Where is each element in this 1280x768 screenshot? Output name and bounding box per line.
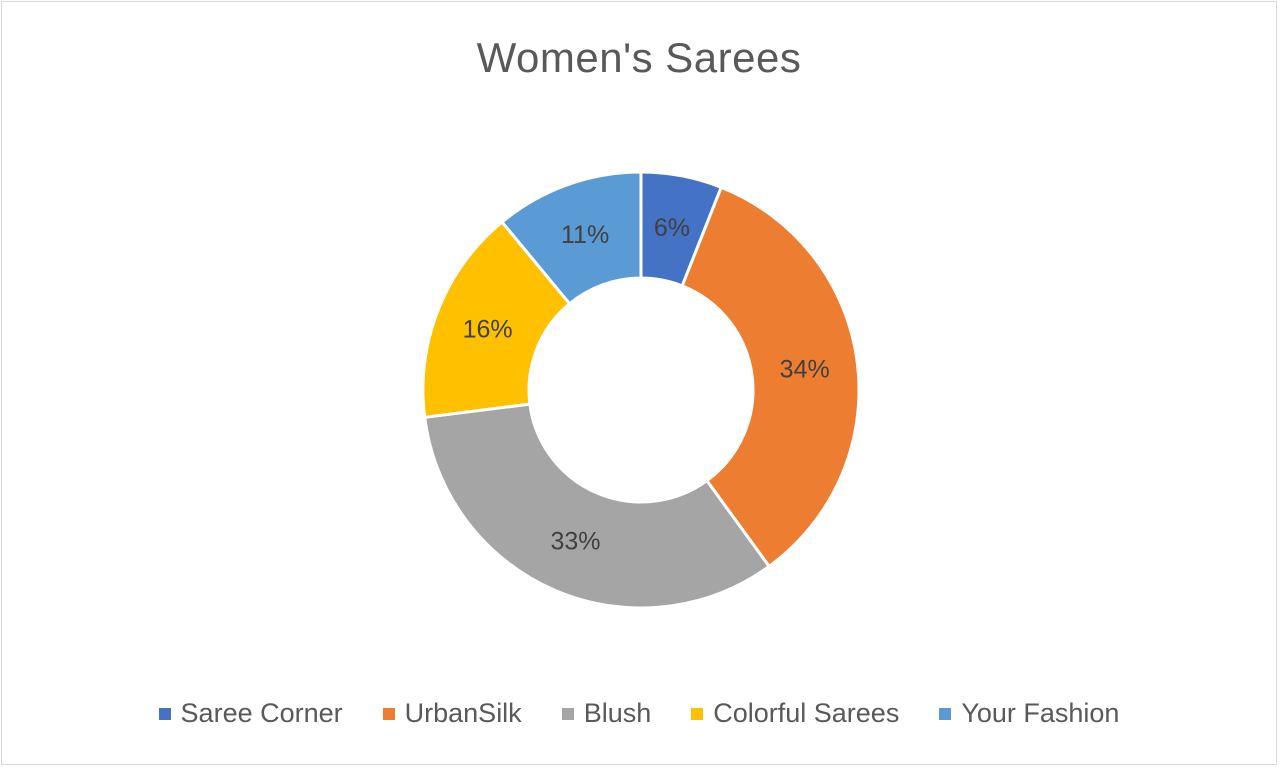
legend-swatch — [939, 707, 952, 720]
data-label-saree-corner: 6% — [654, 214, 690, 242]
legend-label: Saree Corner — [180, 698, 343, 728]
donut-slice-your-fashion — [499, 170, 643, 306]
legend-item-colorful-sarees: Colorful Sarees — [691, 698, 899, 729]
legend-item-blush: Blush — [561, 698, 652, 729]
legend-swatch — [561, 707, 574, 720]
legend-item-your-fashion: Your Fashion — [939, 698, 1119, 729]
chart-title: Women's Sarees — [476, 34, 802, 81]
data-label-blush: 33% — [550, 527, 600, 555]
legend-label: UrbanSilk — [404, 698, 522, 728]
donut-slice-colorful-sarees — [421, 219, 572, 419]
donut-slice-blush — [423, 402, 772, 610]
data-label-your-fashion: 11% — [561, 221, 609, 249]
donut-slice-urbansilk — [680, 185, 861, 569]
legend-item-urbansilk: UrbanSilk — [382, 698, 522, 729]
legend-item-saree-corner: Saree Corner — [158, 698, 343, 729]
legend-label: Your Fashion — [961, 698, 1120, 728]
legend-swatch — [158, 707, 171, 720]
legend-swatch — [382, 707, 395, 720]
legend-label: Blush — [583, 698, 652, 728]
chart-legend: Saree Corner UrbanSilk Blush Colorful Saree… — [2, 698, 1276, 729]
legend-swatch — [691, 707, 704, 720]
data-label-urbansilk: 34% — [780, 355, 830, 383]
data-label-colorful-sarees: 16% — [463, 315, 513, 343]
legend-label: Colorful Sarees — [713, 698, 900, 728]
